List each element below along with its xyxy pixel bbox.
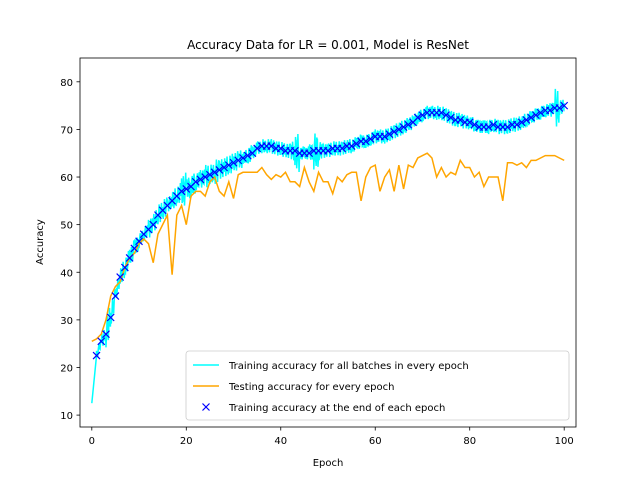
y-tick-label: 10 (60, 411, 73, 422)
data-point-marker (324, 146, 332, 155)
x-tick-label: 60 (369, 436, 382, 447)
data-point-marker (149, 220, 158, 229)
data-point-marker (517, 118, 526, 127)
data-point-marker (338, 144, 347, 153)
y-axis-label: Accuracy (35, 219, 46, 265)
data-point-marker (513, 120, 521, 129)
legend-box (185, 350, 570, 421)
data-point-marker (560, 101, 569, 110)
chart-title: Accuracy Data for LR = 0.001, Model is R… (187, 38, 469, 52)
data-point-marker (97, 337, 106, 346)
data-point-marker (390, 127, 399, 136)
data-point-marker (465, 118, 474, 127)
data-point-marker (527, 113, 536, 122)
data-point-marker (484, 123, 493, 131)
data-point-marker (413, 113, 422, 122)
data-point-marker (130, 244, 139, 253)
data-point-marker (380, 132, 389, 141)
data-point-marker (201, 173, 210, 181)
legend-label: Training accuracy at the end of each epo… (228, 403, 445, 414)
data-point-marker (531, 111, 540, 120)
legend-marker-epoch-end (202, 403, 210, 411)
data-point-marker (220, 163, 229, 172)
data-point-marker (399, 123, 408, 131)
data-point-marker (177, 187, 186, 196)
series-line-batch-training (91, 88, 565, 404)
x-tick-label: 0 (89, 436, 95, 447)
data-point-marker (125, 254, 134, 262)
data-point-marker (239, 154, 247, 162)
x-tick-label: 80 (463, 436, 476, 447)
data-point-marker (267, 142, 276, 151)
data-point-marker (404, 120, 413, 129)
data-point-marker (135, 237, 143, 246)
series-line-testing (91, 152, 565, 342)
data-point-marker (92, 351, 101, 360)
data-point-marker (102, 330, 110, 339)
data-point-marker (234, 156, 243, 165)
data-point-marker (446, 113, 455, 122)
data-point-marker (276, 144, 285, 153)
data-point-marker (470, 120, 479, 129)
y-tick-label: 40 (60, 268, 73, 279)
y-tick-label: 80 (60, 78, 73, 89)
data-point-marker (385, 130, 394, 139)
series-markers-epoch-end (92, 101, 569, 360)
plot-area (91, 88, 569, 404)
data-point-marker (116, 273, 125, 281)
data-point-marker (503, 123, 512, 131)
data-point-marker (437, 108, 446, 117)
data-point-marker (210, 168, 219, 177)
data-point-marker (291, 146, 299, 155)
data-point-marker (536, 108, 545, 117)
data-point-marker (418, 111, 427, 120)
x-axis-label: Epoch (313, 458, 344, 469)
x-tick-label: 100 (555, 436, 574, 447)
data-point-marker (182, 185, 191, 193)
data-point-marker (191, 177, 200, 186)
data-point-marker (489, 120, 498, 129)
data-point-marker (394, 125, 403, 134)
y-tick-label: 70 (60, 125, 73, 136)
x-tick-label: 20 (180, 436, 193, 447)
data-point-marker (522, 115, 531, 124)
data-point-marker (305, 149, 314, 158)
data-point-marker (555, 104, 564, 112)
y-tick-label: 60 (60, 173, 73, 184)
y-tick-label: 50 (60, 221, 73, 232)
axes-frame (79, 57, 577, 428)
legend-label: Training accuracy for all batches in eve… (228, 361, 469, 372)
data-point-marker (120, 263, 129, 272)
data-point-marker (106, 313, 115, 322)
x-tick-label: 40 (274, 436, 287, 447)
data-point-marker (253, 144, 262, 153)
y-tick-label: 20 (60, 363, 73, 374)
data-point-marker (442, 111, 451, 120)
data-point-marker (215, 165, 224, 174)
legend-label: Testing accuracy for every epoch (228, 382, 394, 393)
data-point-marker (196, 175, 205, 184)
data-point-marker (366, 135, 375, 143)
y-tick-label: 30 (60, 316, 73, 327)
data-point-marker (224, 161, 233, 170)
axes: 0 20 40 60 80 100 10 20 30 40 50 60 70 80 (60, 57, 577, 447)
data-point-marker (352, 139, 361, 148)
data-point-marker (361, 137, 370, 146)
legend: Training accuracy for all batches in eve… (185, 350, 570, 421)
data-point-marker (205, 170, 214, 179)
data-point-marker (456, 115, 465, 124)
data-point-marker (546, 106, 554, 115)
data-point-marker (347, 142, 356, 151)
data-point-marker (111, 292, 120, 300)
data-point-marker (229, 158, 238, 167)
data-point-marker (243, 151, 252, 160)
